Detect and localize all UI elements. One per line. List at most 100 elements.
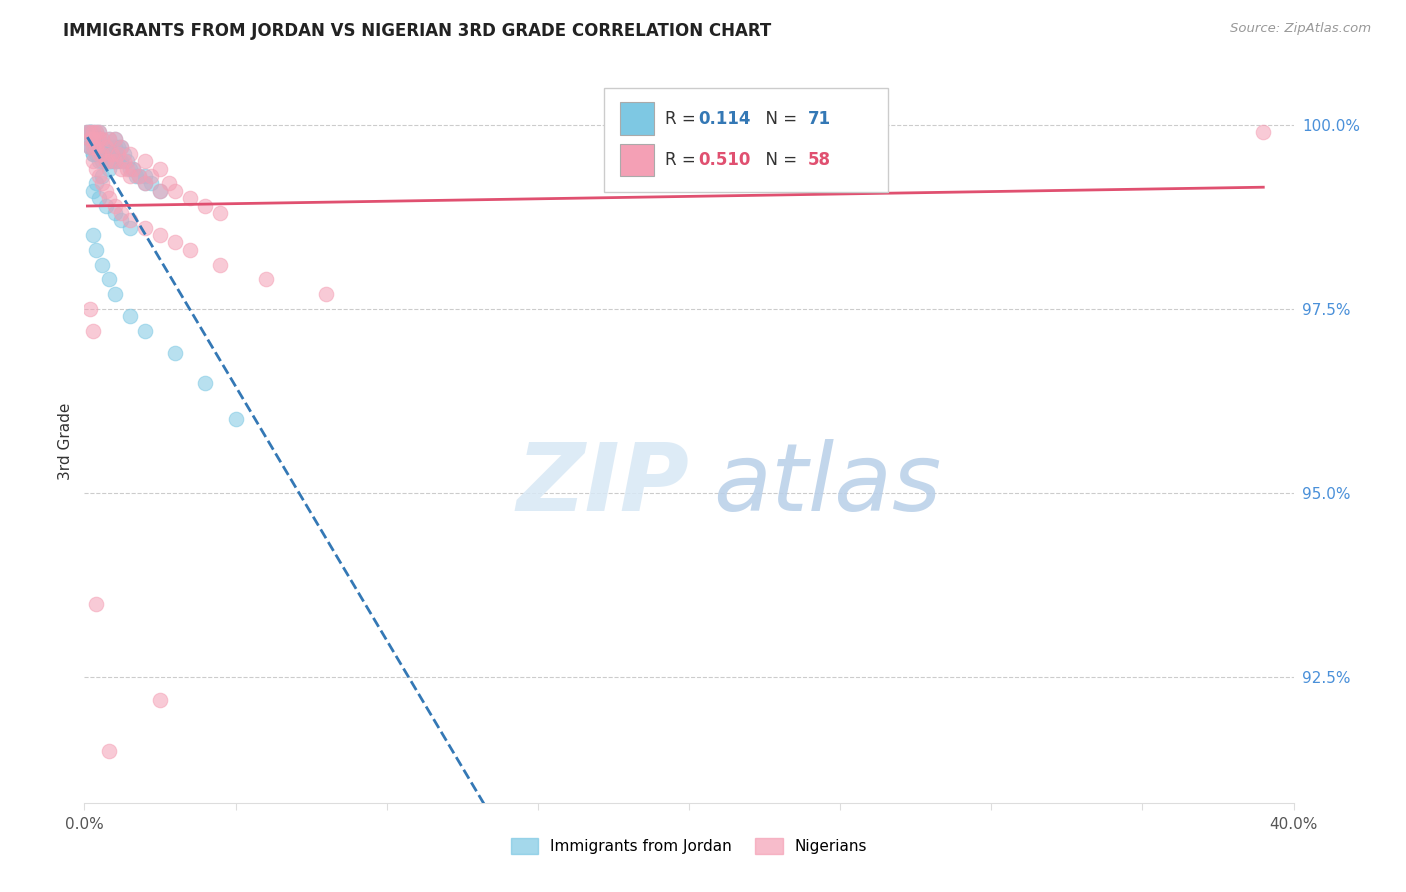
Point (91, 132, 114, 146)
Point (107, 147, 129, 161)
Point (194, 199, 217, 213)
Point (121, 161, 143, 176)
Point (82, 228, 104, 243)
Point (86, 177, 108, 191)
Point (82, 147, 104, 161)
Point (97, 139, 120, 153)
Point (110, 206, 132, 220)
Text: R =: R = (665, 110, 700, 128)
Point (94, 184, 117, 198)
FancyBboxPatch shape (605, 87, 889, 193)
Point (110, 139, 132, 153)
Point (82, 139, 104, 153)
Point (94, 154, 117, 169)
Point (254, 272, 277, 286)
Point (165, 346, 187, 360)
Point (82, 139, 104, 153)
Point (79, 125, 101, 139)
Point (89, 154, 111, 169)
Point (139, 169, 162, 183)
Point (165, 235, 187, 250)
Bar (620, 144, 654, 176)
Text: 71: 71 (807, 110, 831, 128)
Point (104, 132, 127, 146)
Point (82, 324, 104, 338)
Point (118, 169, 141, 183)
Point (89, 169, 111, 183)
Point (134, 177, 156, 191)
Point (97, 132, 120, 146)
Point (157, 177, 180, 191)
Point (97, 191, 120, 205)
Point (149, 184, 172, 198)
Point (104, 199, 127, 213)
Point (149, 692, 172, 706)
Point (94, 154, 117, 169)
Point (76, 125, 98, 139)
Point (86, 139, 108, 153)
Point (118, 309, 141, 323)
Y-axis label: 3rd Grade: 3rd Grade (58, 403, 73, 480)
Point (134, 154, 156, 169)
Point (194, 376, 217, 390)
Point (110, 139, 132, 153)
Point (79, 125, 101, 139)
Point (94, 147, 117, 161)
Text: 0.510: 0.510 (699, 151, 751, 169)
Point (134, 220, 156, 235)
Point (89, 147, 111, 161)
Point (79, 139, 101, 153)
Point (79, 139, 101, 153)
Point (97, 744, 120, 758)
Point (97, 272, 120, 286)
Point (149, 184, 172, 198)
Point (79, 125, 101, 139)
Point (76, 125, 98, 139)
Point (89, 132, 111, 146)
Point (89, 132, 111, 146)
Point (91, 258, 114, 272)
Point (79, 301, 101, 316)
Point (104, 139, 127, 153)
Point (118, 213, 141, 227)
Point (121, 161, 143, 176)
Point (86, 125, 108, 139)
Point (91, 139, 114, 153)
Point (86, 125, 108, 139)
Point (91, 177, 114, 191)
Point (82, 125, 104, 139)
Point (110, 161, 132, 176)
Text: IMMIGRANTS FROM JORDAN VS NIGERIAN 3RD GRADE CORRELATION CHART: IMMIGRANTS FROM JORDAN VS NIGERIAN 3RD G… (63, 22, 772, 40)
Point (79, 139, 101, 153)
Point (82, 132, 104, 146)
Point (134, 177, 156, 191)
Point (94, 199, 117, 213)
Point (110, 213, 132, 227)
Point (134, 324, 156, 338)
Point (94, 139, 117, 153)
Point (100, 147, 122, 161)
Point (79, 132, 101, 146)
Point (86, 597, 108, 611)
Point (139, 177, 162, 191)
Point (89, 139, 111, 153)
Point (94, 139, 117, 153)
Point (100, 147, 122, 161)
Point (91, 154, 114, 169)
Point (82, 184, 104, 198)
Point (82, 125, 104, 139)
Point (79, 125, 101, 139)
Point (179, 191, 201, 205)
Point (91, 147, 114, 161)
Point (125, 169, 148, 183)
Point (118, 147, 141, 161)
Point (118, 161, 141, 176)
Point (209, 206, 232, 220)
Point (97, 147, 120, 161)
Point (86, 132, 108, 146)
Point (128, 169, 150, 183)
Point (104, 154, 127, 169)
Point (97, 161, 120, 176)
Text: N =: N = (755, 151, 803, 169)
Point (128, 169, 150, 183)
